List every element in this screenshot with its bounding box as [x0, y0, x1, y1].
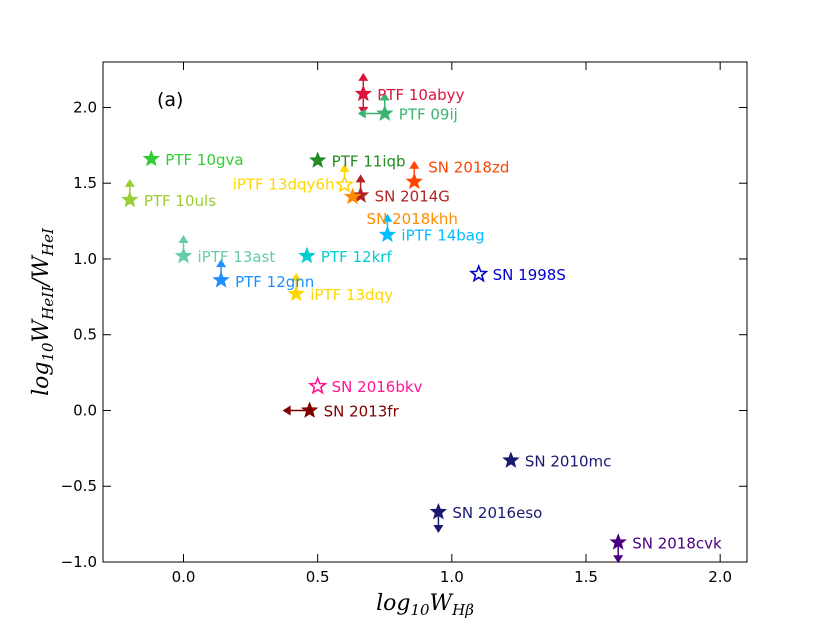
data-label: iPTF 13ast — [198, 248, 276, 266]
data-label: PTF 10abyy — [377, 86, 464, 104]
limit-arrow-head — [382, 213, 393, 222]
data-points — [121, 72, 627, 564]
x-tick-label: 0.5 — [306, 568, 330, 586]
y-tick-label: 1.5 — [73, 174, 97, 192]
data-point — [405, 160, 423, 190]
limit-arrow-head — [282, 405, 291, 416]
limit-arrow-head — [124, 178, 135, 187]
plot-area — [102, 61, 748, 563]
limit-arrow-head — [357, 108, 366, 119]
data-label: SN 2014G — [375, 187, 450, 205]
star-marker — [378, 225, 397, 243]
data-label: SN 2018zd — [428, 159, 509, 177]
y-tick-label: 1.0 — [73, 250, 97, 268]
data-label: SN 2010mc — [525, 452, 612, 470]
star-marker — [429, 502, 448, 520]
x-tick-label: 1.5 — [574, 568, 598, 586]
data-label: SN 2013fr — [324, 402, 400, 420]
data-point — [282, 401, 319, 418]
star-marker — [376, 104, 394, 121]
star-marker — [298, 246, 316, 264]
limit-arrow-head — [409, 160, 420, 169]
data-label: PTF 10uls — [144, 192, 216, 210]
star-marker — [334, 174, 355, 194]
data-label: SN 1998S — [493, 266, 566, 284]
data-label: SN 2016bkv — [332, 378, 423, 396]
limit-arrow-head — [355, 174, 366, 183]
star-marker — [300, 401, 319, 418]
star-marker — [287, 284, 305, 302]
data-point — [142, 149, 160, 167]
limit-arrow-head — [433, 525, 444, 533]
x-tick-label: 0.0 — [172, 568, 196, 586]
star-marker — [609, 533, 627, 550]
star-marker — [502, 451, 520, 468]
data-point — [429, 502, 448, 533]
data-point — [334, 163, 355, 194]
data-label: PTF 11iqb — [332, 152, 406, 170]
data-point — [354, 72, 372, 115]
limit-arrow-head — [339, 163, 350, 172]
data-label: iPTF 13dqy6h — [233, 176, 335, 194]
star-marker — [354, 84, 372, 102]
axis-ticks: 0.0 0.5 1.0 1.5 2.0 −1.0 −0.5 0.0 0.5 1.0 1.5 2.0 — [61, 62, 747, 586]
data-point — [212, 259, 230, 288]
star-marker — [142, 149, 160, 167]
data-point — [307, 375, 328, 395]
y-tick-label: 0.5 — [73, 326, 97, 344]
data-point — [378, 213, 397, 243]
panel-label: (a) — [157, 89, 183, 111]
y-axis-label: log10WHeII/WHeI — [29, 227, 57, 396]
data-label: iPTF 14bag — [401, 227, 484, 245]
star-marker — [405, 172, 423, 190]
x-tick-label: 2.0 — [708, 568, 732, 586]
data-label: SN 2016eso — [452, 504, 542, 522]
star-marker — [212, 271, 230, 288]
limit-arrow-head — [178, 234, 189, 243]
data-label: PTF 10gva — [165, 151, 243, 169]
data-point — [609, 533, 627, 564]
star-marker — [174, 246, 193, 264]
data-label: PTF 09ij — [399, 106, 458, 124]
data-label: SN 2018cvk — [632, 534, 722, 552]
data-point — [343, 187, 362, 205]
y-tick-label: −0.5 — [61, 477, 97, 495]
data-label: PTF 12gnn — [235, 273, 314, 291]
y-tick-label: −1.0 — [61, 553, 97, 571]
limit-arrow-head — [358, 72, 369, 81]
data-point — [287, 272, 305, 302]
y-tick-label: 2.0 — [73, 98, 97, 116]
limit-arrow-head — [613, 555, 624, 564]
limit-arrow-head — [379, 92, 390, 101]
x-axis-label: log10WHβ — [376, 591, 474, 619]
data-point — [309, 151, 327, 168]
y-tick-label: 0.0 — [73, 401, 97, 419]
data-point — [468, 263, 489, 283]
limit-arrow-head — [216, 259, 227, 268]
data-point — [121, 178, 139, 208]
data-point — [357, 92, 394, 121]
limit-arrow-head — [291, 272, 302, 281]
star-marker — [309, 151, 327, 168]
data-point — [298, 246, 316, 264]
data-labels: PTF 10abyy PTF 09ij PTF 10gva PTF 11iqb SN 2… — [144, 86, 722, 552]
data-point — [174, 234, 193, 264]
star-marker — [468, 263, 489, 283]
data-label: iPTF 13dqy — [310, 286, 393, 304]
data-label: PTF 12krf — [321, 248, 393, 266]
star-marker — [121, 190, 139, 208]
x-tick-label: 1.0 — [440, 568, 464, 586]
data-label: SN 2018khh — [367, 210, 458, 228]
data-point — [502, 451, 520, 468]
star-marker — [307, 375, 328, 395]
star-marker — [343, 187, 362, 205]
